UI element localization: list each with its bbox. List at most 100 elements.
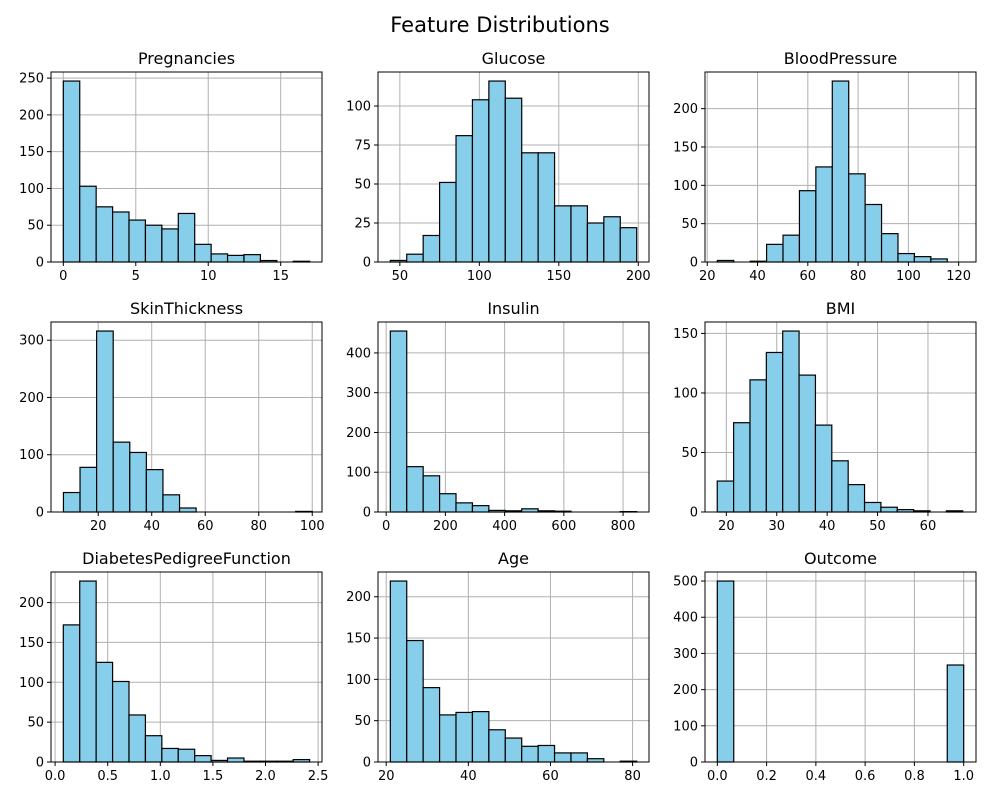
y-tick-label: 150 — [19, 145, 44, 160]
x-tick-label: 5 — [132, 269, 140, 284]
x-tick-label: 0.0 — [45, 769, 66, 784]
histogram-bar — [406, 466, 424, 513]
bars — [716, 330, 964, 513]
axes-frame — [704, 571, 977, 763]
y-tick-label: 75 — [354, 139, 371, 154]
y-tick-label: 400 — [673, 611, 698, 626]
histogram-bar — [782, 234, 801, 263]
axes-frame — [377, 571, 650, 763]
x-tick-label: 600 — [551, 519, 576, 534]
panel-title: BloodPressure — [784, 49, 897, 68]
histogram-bar — [814, 424, 833, 513]
histogram-bar — [880, 506, 898, 513]
y-tick-label: 400 — [346, 346, 371, 361]
y-tick-label: 150 — [673, 327, 698, 342]
y-tick-label: 100 — [346, 466, 371, 481]
x-tick-label: 40 — [749, 269, 766, 284]
x-tick-label: 0.5 — [97, 769, 118, 784]
x-tick-label: 100 — [467, 269, 492, 284]
histogram-bar — [733, 422, 751, 513]
x-tick-label: 80 — [250, 519, 267, 534]
y-tick-label: 0 — [363, 256, 371, 271]
histogram-bar — [586, 222, 605, 263]
histogram-bar — [471, 505, 490, 513]
y-tick-label: 200 — [346, 590, 371, 605]
histogram-bar — [880, 233, 899, 263]
panel-title: Age — [498, 549, 529, 568]
panel-insulin: 0 200 400 600 800 0 100 200 300 400 Insulin — [346, 299, 650, 534]
x-tick-label: 30 — [768, 519, 785, 534]
panel-bmi: 20 30 40 50 60 0 50 100 150 BMI — [673, 299, 977, 534]
x-tick-label: 100 — [896, 269, 921, 284]
histogram-bar — [406, 253, 424, 263]
histogram-bar — [210, 253, 229, 263]
x-tick-label: 2.0 — [255, 769, 276, 784]
x-tick-label: 15 — [272, 269, 289, 284]
y-tick-label: 0 — [690, 506, 698, 521]
histogram-bar — [95, 661, 114, 763]
histogram-bar — [782, 330, 800, 513]
y-tick-label: 100 — [673, 179, 698, 194]
histogram-bar — [128, 714, 147, 763]
histogram-bar — [864, 203, 883, 263]
histogram-bar — [863, 501, 882, 513]
x-tick-label: 60 — [197, 519, 214, 534]
histogram-bar — [111, 680, 130, 763]
histogram-bar — [847, 484, 866, 513]
histogram-bar — [619, 227, 638, 263]
histogram-bar — [422, 475, 441, 513]
histogram-bar — [144, 224, 163, 263]
axes-frame — [704, 321, 977, 513]
histogram-bar — [897, 252, 916, 263]
histogram-bar — [161, 228, 179, 263]
x-tick-label: 1.0 — [150, 769, 171, 784]
histogram-bar — [422, 687, 441, 763]
histogram-bar — [438, 714, 457, 763]
y-tick-label: 0 — [36, 506, 44, 521]
histogram-bar — [62, 491, 81, 513]
axes-frame — [50, 71, 323, 263]
histogram-bar — [504, 97, 523, 263]
y-tick-label: 200 — [673, 683, 698, 698]
x-tick-label: 60 — [920, 519, 937, 534]
y-tick-label: 100 — [346, 100, 371, 115]
x-tick-label: 20 — [718, 519, 735, 534]
y-tick-label: 25 — [354, 217, 371, 232]
x-tick-label: 20 — [90, 519, 107, 534]
y-tick-label: 100 — [346, 673, 371, 688]
histogram-bar — [194, 755, 212, 763]
y-tick-label: 150 — [346, 632, 371, 647]
x-tick-label: 40 — [460, 769, 477, 784]
panel-title: SkinThickness — [130, 299, 243, 318]
x-tick-label: 80 — [624, 769, 641, 784]
histogram-bar — [96, 330, 114, 513]
y-tick-label: 50 — [681, 217, 698, 232]
bars — [389, 330, 638, 513]
histogram-bar — [162, 494, 181, 513]
histogram-bar — [438, 181, 457, 263]
histogram-bar — [553, 752, 572, 763]
histogram-bar — [488, 729, 506, 763]
bars — [389, 580, 638, 763]
y-tick-label: 200 — [19, 108, 44, 123]
x-tick-label: 0 — [382, 519, 390, 534]
bars — [716, 80, 948, 263]
histogram-bar — [177, 748, 196, 763]
histogram-bar — [765, 243, 784, 263]
histogram-bar — [521, 152, 539, 263]
histogram-bar — [831, 460, 849, 513]
histogram-bar — [521, 745, 539, 763]
histogram-bar — [946, 664, 965, 763]
histogram-bar — [570, 205, 589, 263]
axes-frame — [704, 71, 977, 263]
axes-frame — [50, 571, 323, 763]
y-tick-label: 0 — [363, 506, 371, 521]
histogram-bar — [144, 735, 163, 763]
histogram-bar — [455, 711, 474, 763]
panel-glucose: 50 100 150 200 0 25 50 75 100 Glucose — [346, 49, 651, 284]
histogram-bar — [128, 219, 147, 263]
bars — [716, 580, 965, 763]
x-tick-label: 120 — [946, 269, 971, 284]
y-tick-label: 50 — [27, 219, 44, 234]
